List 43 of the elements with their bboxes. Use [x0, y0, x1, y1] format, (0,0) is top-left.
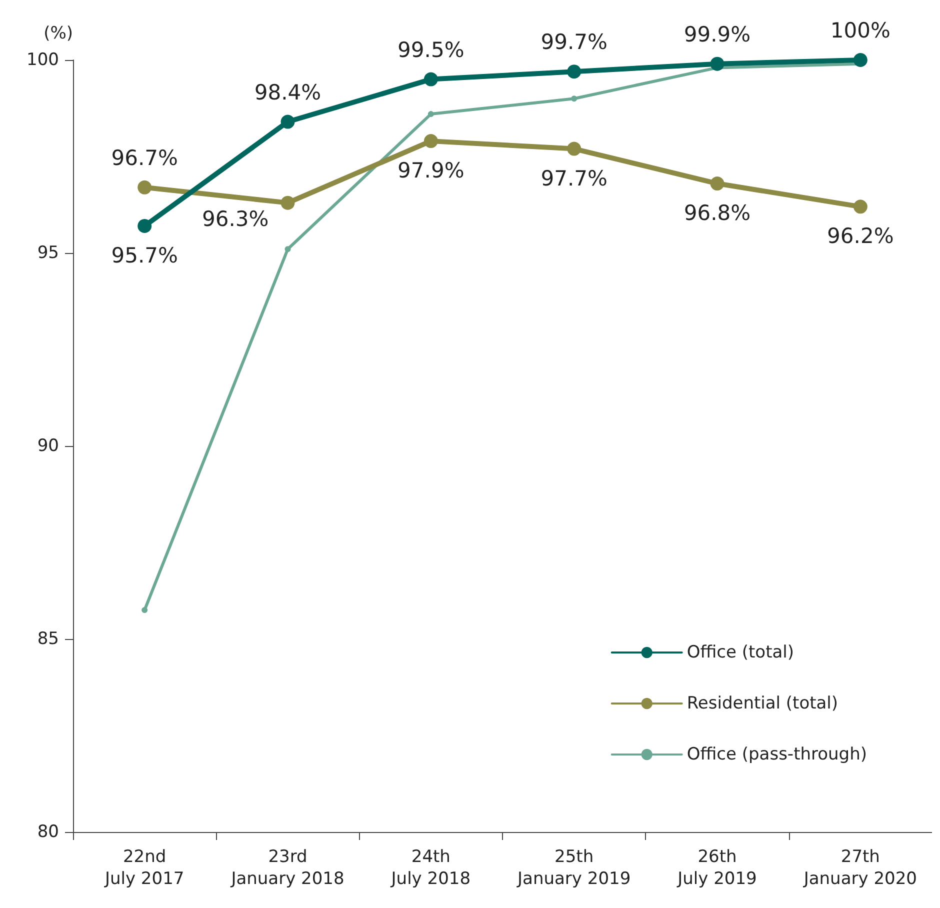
y-tick-label: 80	[37, 822, 59, 842]
point	[424, 134, 438, 148]
data-label: 96.2%	[827, 224, 894, 248]
x-tick-label: 24th July 2018	[390, 847, 471, 889]
legend-label: Office (pass-through)	[686, 744, 868, 764]
data-label: 95.7%	[111, 243, 178, 268]
point	[428, 111, 434, 118]
x-tick-label: 27th January 2020	[802, 847, 917, 889]
data-label: 96.3%	[202, 206, 269, 231]
data-label: 97.7%	[540, 166, 608, 190]
data-label: 99.5%	[398, 38, 464, 62]
point	[710, 56, 724, 71]
point	[142, 607, 148, 614]
y-tick-label: 90	[37, 436, 59, 456]
point	[284, 246, 291, 252]
point	[853, 200, 868, 214]
point	[853, 53, 868, 67]
y-tick-label: 100	[26, 50, 59, 70]
point	[567, 64, 582, 79]
x-tick-label: 22nd July 2017	[104, 847, 184, 889]
legend-label: Residential (total)	[686, 694, 838, 714]
data-label: 99.7%	[540, 30, 608, 54]
point	[710, 176, 724, 191]
data-label: 100%	[830, 18, 890, 42]
data-label: 99.9%	[684, 22, 751, 46]
point	[571, 96, 578, 102]
data-label: 98.4%	[254, 80, 322, 104]
point	[138, 180, 152, 194]
y-tick-label: 95	[37, 243, 59, 263]
point	[138, 218, 152, 233]
data-label: 96.8%	[684, 201, 751, 226]
point	[280, 114, 295, 129]
x-tick-label: 23rd January 2018	[230, 847, 344, 889]
point	[567, 142, 582, 156]
y-axis-title: (%)	[44, 24, 73, 44]
point	[280, 196, 295, 210]
point	[424, 72, 438, 86]
y-tick-label: 85	[37, 629, 59, 649]
x-tick-label: 26th July 2019	[676, 847, 757, 889]
x-tick-label: 25th January 2019	[516, 847, 631, 889]
legend-label: Office (total)	[686, 642, 794, 662]
data-label: 96.7%	[111, 146, 178, 170]
data-label: 97.9%	[398, 158, 464, 183]
